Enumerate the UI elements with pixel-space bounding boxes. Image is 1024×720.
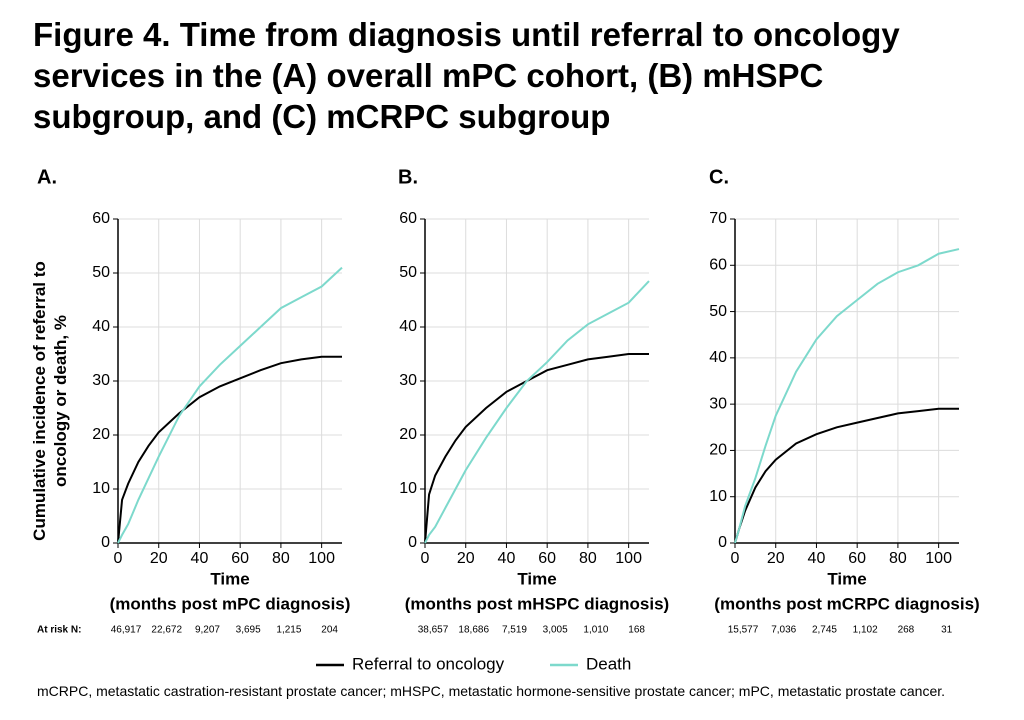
x-axis-label-detail: (months post mHSPC diagnosis) bbox=[405, 594, 669, 613]
x-axis-label: Time bbox=[827, 569, 866, 588]
line-series bbox=[734, 407, 959, 544]
x-axis-label: Time bbox=[517, 569, 556, 588]
panel-label: A. bbox=[37, 166, 57, 188]
at-risk-count: 31 bbox=[941, 625, 953, 636]
at-risk-count: 2,745 bbox=[812, 625, 837, 636]
line-series bbox=[424, 280, 650, 544]
x-axis-label-detail: (months post mPC diagnosis) bbox=[110, 594, 351, 613]
at-risk-count: 1,215 bbox=[276, 625, 301, 636]
x-tick-label: 40 bbox=[498, 550, 516, 567]
x-tick-label: 100 bbox=[615, 550, 642, 567]
at-risk-label: At risk N: bbox=[37, 625, 81, 636]
y-tick-label: 40 bbox=[709, 349, 727, 366]
x-tick-label: 0 bbox=[114, 550, 123, 567]
x-tick-label: 0 bbox=[421, 550, 430, 567]
x-tick-label: 20 bbox=[457, 550, 475, 567]
y-tick-label: 50 bbox=[399, 264, 417, 281]
at-risk-count: 7,036 bbox=[771, 625, 796, 636]
at-risk-count: 3,695 bbox=[236, 625, 261, 636]
figure-title: Figure 4. Time from diagnosis until refe… bbox=[33, 16, 900, 135]
y-tick-label: 70 bbox=[709, 210, 727, 227]
y-tick-label: 60 bbox=[92, 210, 110, 227]
at-risk-count: 7,519 bbox=[502, 625, 527, 636]
y-tick-label: 40 bbox=[92, 318, 110, 335]
y-tick-label: 20 bbox=[92, 426, 110, 443]
at-risk-count: 38,657 bbox=[418, 625, 449, 636]
x-axis-label-detail: (months post mCRPC diagnosis) bbox=[714, 594, 979, 613]
y-tick-label: 50 bbox=[709, 303, 727, 320]
y-tick-label: 30 bbox=[399, 372, 417, 389]
x-tick-label: 20 bbox=[150, 550, 168, 567]
y-tick-label: 60 bbox=[709, 257, 727, 274]
y-tick-label: 60 bbox=[399, 210, 417, 227]
panel-label: B. bbox=[398, 166, 418, 188]
y-axis-label: Cumulative incidence of referral to onco… bbox=[30, 261, 70, 541]
legend-label: Death bbox=[586, 654, 631, 673]
at-risk-count: 268 bbox=[898, 625, 915, 636]
x-tick-label: 20 bbox=[767, 550, 785, 567]
at-risk-count: 46,917 bbox=[111, 625, 142, 636]
at-risk-count: 1,102 bbox=[853, 625, 878, 636]
at-risk-count: 18,686 bbox=[458, 625, 489, 636]
y-tick-label: 30 bbox=[709, 395, 727, 412]
x-tick-label: 60 bbox=[848, 550, 866, 567]
line-series bbox=[117, 355, 342, 544]
x-tick-label: 80 bbox=[579, 550, 597, 567]
x-axis-label: Time bbox=[210, 569, 249, 588]
x-tick-label: 60 bbox=[538, 550, 556, 567]
line-series bbox=[734, 248, 960, 544]
x-tick-label: 0 bbox=[731, 550, 740, 567]
x-tick-label: 100 bbox=[308, 550, 335, 567]
x-tick-label: 40 bbox=[191, 550, 209, 567]
x-tick-label: 40 bbox=[808, 550, 826, 567]
x-tick-label: 100 bbox=[925, 550, 952, 567]
line-series bbox=[424, 353, 649, 544]
footnote: mCRPC, metastatic castration-resistant p… bbox=[37, 683, 946, 699]
y-tick-label: 0 bbox=[101, 534, 110, 551]
y-tick-label: 50 bbox=[92, 264, 110, 281]
y-tick-label: 10 bbox=[399, 480, 417, 497]
at-risk-count: 168 bbox=[628, 625, 645, 636]
y-tick-label: 20 bbox=[399, 426, 417, 443]
x-tick-label: 60 bbox=[231, 550, 249, 567]
at-risk-count: 9,207 bbox=[195, 625, 220, 636]
at-risk-count: 204 bbox=[321, 625, 338, 636]
panel-label: C. bbox=[709, 166, 729, 188]
x-tick-label: 80 bbox=[272, 550, 290, 567]
at-risk-count: 3,005 bbox=[543, 625, 568, 636]
line-series bbox=[117, 266, 343, 544]
y-tick-label: 0 bbox=[718, 534, 727, 551]
y-tick-label: 30 bbox=[92, 372, 110, 389]
y-tick-label: 0 bbox=[408, 534, 417, 551]
at-risk-count: 1,010 bbox=[583, 625, 608, 636]
x-tick-label: 80 bbox=[889, 550, 907, 567]
y-tick-label: 10 bbox=[709, 488, 727, 505]
at-risk-count: 22,672 bbox=[151, 625, 182, 636]
y-tick-label: 20 bbox=[709, 442, 727, 459]
y-tick-label: 40 bbox=[399, 318, 417, 335]
legend-label: Referral to oncology bbox=[352, 654, 505, 673]
at-risk-count: 15,577 bbox=[728, 625, 759, 636]
y-tick-label: 10 bbox=[92, 480, 110, 497]
